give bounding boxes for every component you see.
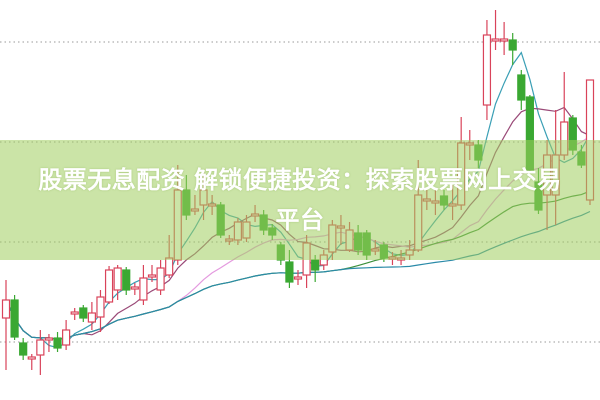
candle-body (147, 274, 157, 278)
candle (122, 267, 131, 295)
candle (79, 305, 88, 322)
candle (293, 270, 303, 285)
candle-body (62, 329, 71, 346)
candle (508, 33, 517, 65)
candle (104, 266, 114, 304)
candle-body (311, 259, 320, 271)
candle-body (293, 276, 303, 280)
candle (96, 290, 105, 332)
candle-body (10, 299, 19, 338)
candle (62, 320, 71, 350)
candle-body (96, 296, 105, 318)
candle (147, 265, 157, 282)
candle-body (285, 261, 294, 283)
candle (500, 22, 509, 55)
candle (70, 308, 79, 320)
candle-body (156, 267, 165, 291)
candle-body (482, 34, 492, 106)
candle (36, 330, 45, 375)
candle-body (1, 299, 11, 319)
candle (1, 280, 11, 370)
candle-body (36, 339, 45, 356)
candle (130, 283, 139, 295)
candle (87, 302, 96, 330)
candle-body (122, 269, 131, 291)
candle-body (79, 307, 88, 319)
candle-body (139, 277, 148, 301)
candle (156, 260, 165, 295)
candle-body (130, 286, 139, 290)
candle-body (87, 312, 96, 323)
banner-title-line2: 平台 (275, 206, 325, 234)
title-banner: 股票无息配资 解锁便捷投资：探索股票网上交易 平台 (0, 140, 600, 260)
candle (491, 10, 500, 50)
candle-body (53, 337, 62, 349)
candle-body (104, 269, 114, 303)
candle (113, 265, 122, 300)
candle (139, 265, 148, 305)
candle (53, 332, 62, 352)
candle (10, 295, 19, 340)
candle (517, 70, 526, 110)
candle-body (500, 38, 509, 42)
candle-body (113, 267, 122, 291)
candle (27, 354, 36, 370)
candle-body (70, 311, 79, 315)
candle-body (491, 38, 500, 42)
candle-body (517, 74, 526, 101)
candle (482, 20, 492, 120)
banner-title-line1: 股票无息配资 解锁便捷投资：探索股票网上交易 (38, 166, 562, 194)
candle-body (165, 257, 174, 276)
candle (19, 338, 28, 360)
candle-body (19, 342, 28, 356)
candle-body (508, 39, 517, 51)
candle (44, 334, 54, 352)
candle-body (27, 356, 36, 360)
candle-body (44, 337, 54, 341)
